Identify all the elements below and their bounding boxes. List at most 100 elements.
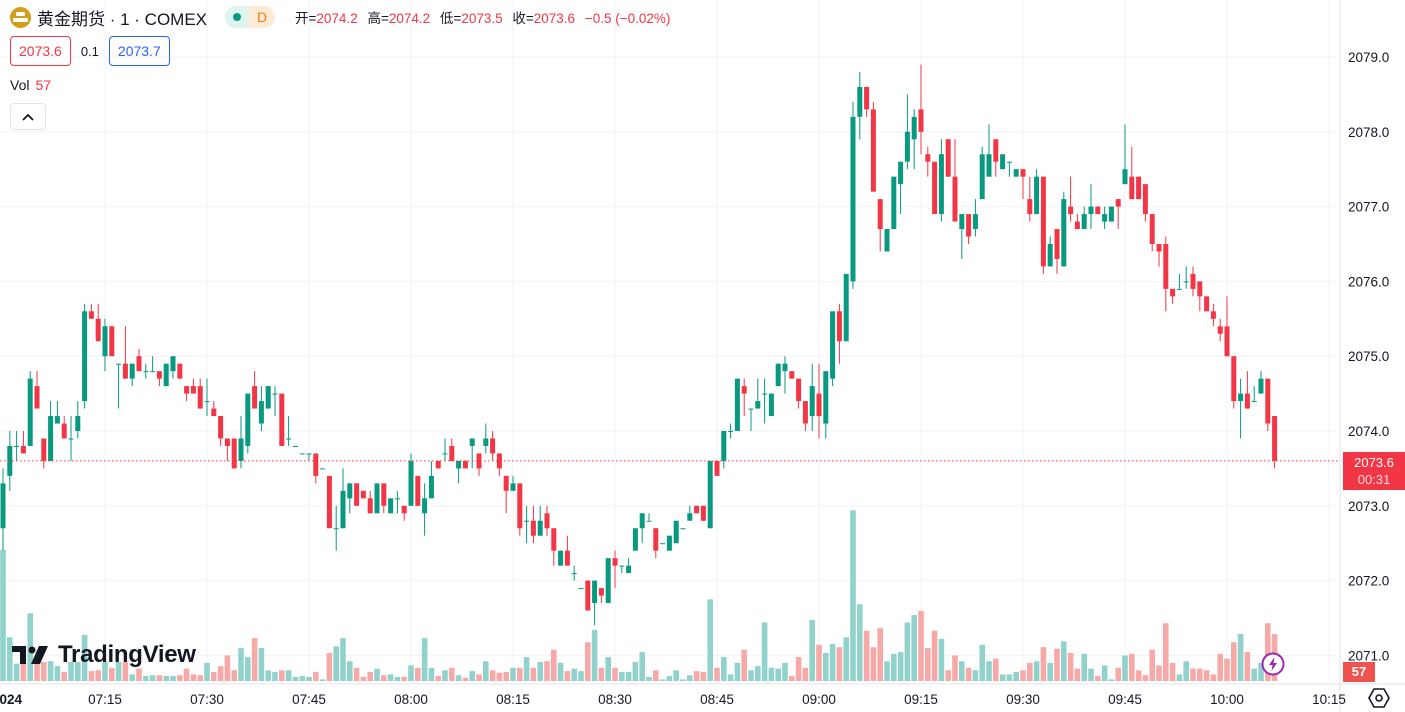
candle-body[interactable]: [1183, 281, 1189, 283]
candle-body[interactable]: [592, 580, 598, 604]
candle-body[interactable]: [1129, 176, 1135, 200]
candle-body[interactable]: [836, 311, 842, 342]
candle-body[interactable]: [585, 580, 591, 611]
candle-body[interactable]: [1190, 273, 1196, 289]
candle-body[interactable]: [1258, 378, 1264, 394]
candle-body[interactable]: [1074, 221, 1080, 230]
candle-body[interactable]: [41, 438, 47, 461]
candle-body[interactable]: [612, 558, 618, 566]
candle-body[interactable]: [272, 393, 278, 395]
candle-body[interactable]: [1136, 176, 1142, 200]
candle-body[interactable]: [768, 393, 774, 417]
candle-body[interactable]: [884, 229, 890, 252]
candle-body[interactable]: [292, 445, 298, 447]
candle-body[interactable]: [374, 483, 380, 514]
candle-body[interactable]: [265, 386, 271, 409]
price-axis[interactable]: 2071.0 2072.0 2073.0 2074.0 2075.0 2076.0 2077…: [1348, 50, 1389, 663]
candle-body[interactable]: [1231, 356, 1237, 402]
candle-body[interactable]: [782, 363, 788, 372]
candle-body[interactable]: [619, 565, 625, 567]
candle-body[interactable]: [340, 490, 346, 529]
candle-body[interactable]: [1006, 161, 1012, 163]
candle-body[interactable]: [762, 393, 768, 395]
candle-body[interactable]: [1081, 214, 1087, 230]
candle-body[interactable]: [1013, 169, 1019, 177]
candle-body[interactable]: [252, 386, 258, 409]
candle-body[interactable]: [95, 318, 101, 342]
candle-body[interactable]: [544, 513, 550, 529]
candle-body[interactable]: [755, 401, 761, 409]
candle-body[interactable]: [163, 363, 169, 387]
candle-body[interactable]: [864, 86, 870, 110]
candle-body[interactable]: [510, 483, 516, 491]
candle-body[interactable]: [102, 326, 108, 357]
candle-body[interactable]: [870, 109, 876, 192]
candle-body[interactable]: [401, 505, 407, 514]
candle-body[interactable]: [211, 408, 217, 417]
candle-body[interactable]: [122, 363, 128, 379]
candle-body[interactable]: [537, 520, 543, 536]
candle-body[interactable]: [1156, 244, 1162, 252]
candle-body[interactable]: [789, 371, 795, 379]
lightning-icon[interactable]: [1261, 652, 1285, 676]
candle-body[interactable]: [61, 423, 67, 439]
candle-body[interactable]: [1163, 244, 1169, 289]
candle-body[interactable]: [666, 535, 672, 551]
candle-body[interactable]: [299, 453, 305, 455]
candle-body[interactable]: [116, 363, 122, 365]
candle-body[interactable]: [136, 356, 142, 372]
candle-body[interactable]: [1108, 206, 1114, 222]
candle-body[interactable]: [911, 116, 917, 140]
candle-body[interactable]: [959, 214, 965, 230]
candle-body[interactable]: [843, 273, 849, 342]
candle-body[interactable]: [170, 356, 176, 372]
candle-body[interactable]: [462, 460, 468, 469]
candle-body[interactable]: [891, 176, 897, 230]
collapse-legend-button[interactable]: [10, 103, 46, 130]
candle-body[interactable]: [1217, 326, 1223, 334]
candle-body[interactable]: [48, 416, 54, 461]
candle-body[interactable]: [1170, 288, 1176, 297]
candle-body[interactable]: [632, 528, 638, 551]
candle-body[interactable]: [54, 416, 60, 424]
market-status-pill[interactable]: D: [225, 6, 276, 28]
candle-body[interactable]: [966, 214, 972, 237]
candle-body[interactable]: [190, 386, 196, 394]
candle-body[interactable]: [1068, 206, 1074, 215]
candle-body[interactable]: [490, 438, 496, 454]
candle-body[interactable]: [394, 498, 400, 500]
candle-body[interactable]: [224, 438, 230, 446]
candle-body[interactable]: [422, 498, 428, 514]
tradingview-logo[interactable]: TradingView: [12, 641, 196, 669]
candle-body[interactable]: [734, 378, 740, 431]
candle-body[interactable]: [1027, 199, 1033, 215]
candle-body[interactable]: [258, 401, 264, 424]
candle-body[interactable]: [598, 588, 604, 596]
candle-body[interactable]: [456, 460, 462, 469]
candle-body[interactable]: [796, 378, 802, 402]
candle-body[interactable]: [1115, 199, 1121, 207]
candle-body[interactable]: [530, 520, 536, 536]
candle-body[interactable]: [109, 326, 115, 357]
candle-body[interactable]: [680, 528, 686, 530]
candle-body[interactable]: [850, 116, 856, 282]
candle-body[interactable]: [823, 371, 829, 424]
candle-body[interactable]: [286, 438, 292, 440]
candle-body[interactable]: [483, 438, 489, 446]
candle-body[interactable]: [204, 401, 210, 403]
candle-body[interactable]: [68, 438, 74, 440]
candle-body[interactable]: [75, 416, 81, 431]
candle-body[interactable]: [415, 475, 421, 506]
candle-body[interactable]: [993, 139, 999, 162]
candle-body[interactable]: [354, 483, 360, 506]
candle-body[interactable]: [476, 453, 482, 469]
candle-body[interactable]: [150, 371, 156, 373]
candle-body[interactable]: [524, 520, 530, 522]
candle-body[interactable]: [673, 520, 679, 544]
candle-body[interactable]: [986, 154, 992, 177]
candle-body[interactable]: [578, 588, 584, 590]
candle-body[interactable]: [469, 438, 475, 446]
candle-body[interactable]: [979, 154, 985, 200]
candle-body[interactable]: [408, 460, 414, 506]
candle-body[interactable]: [721, 431, 727, 461]
